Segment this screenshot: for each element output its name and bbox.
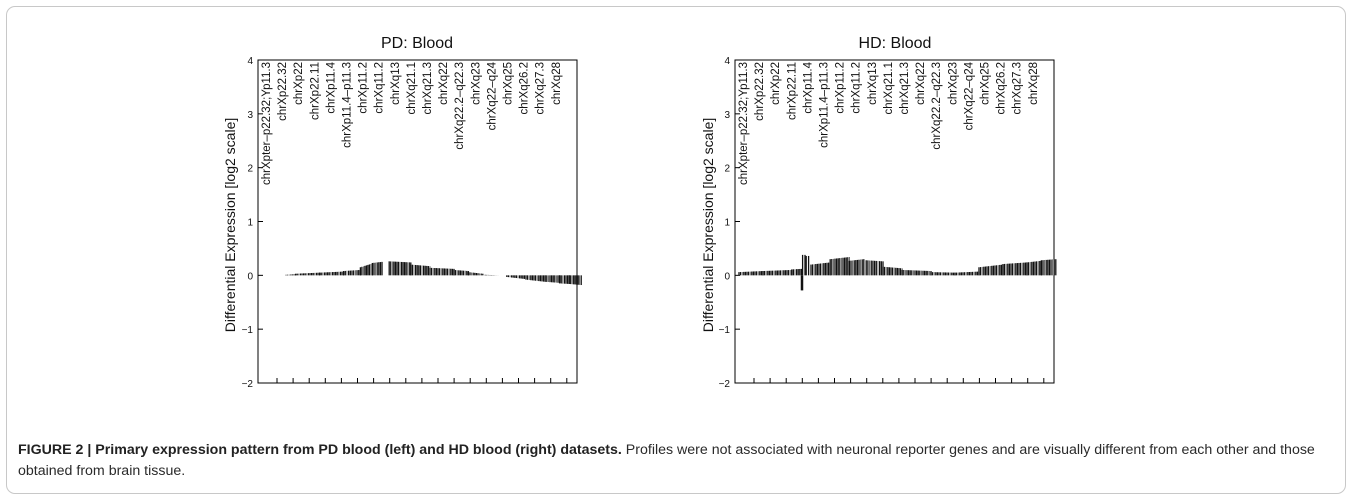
bar-segment bbox=[429, 267, 455, 276]
bar-segment bbox=[318, 271, 345, 276]
chart-title: PD: Blood bbox=[381, 35, 453, 52]
bar-segment bbox=[506, 275, 527, 280]
bar-segment bbox=[805, 255, 810, 276]
y-tick-label: 2 bbox=[247, 164, 253, 175]
y-tick-label: 0 bbox=[247, 271, 253, 282]
y-tick-label: 3 bbox=[247, 110, 253, 121]
y-tick-label: 0 bbox=[724, 271, 730, 282]
band-label: chrXq22–q24 bbox=[486, 61, 498, 130]
bar-segment bbox=[1026, 260, 1043, 276]
band-label: chrXq22 bbox=[438, 62, 450, 105]
bar-segment bbox=[865, 260, 884, 276]
bar-segment bbox=[558, 275, 570, 284]
bar-segment bbox=[738, 271, 764, 276]
y-axis-label: Differential Expression [log2 scale] bbox=[700, 118, 716, 333]
bar-segment bbox=[294, 272, 321, 276]
chart-hd-blood: HD: Blood Differential Expression [log2 … bbox=[700, 35, 1057, 390]
band-label: chrXq22.2–q22.3 bbox=[454, 62, 466, 150]
y-tick-label: 4 bbox=[724, 56, 730, 67]
bar-segment bbox=[371, 261, 383, 276]
caption-label: FIGURE 2 | Primary expression pattern fr… bbox=[18, 442, 622, 458]
y-axis-label: Differential Expression [log2 scale] bbox=[222, 118, 238, 333]
band-label: chrXp22.32 bbox=[277, 62, 289, 121]
bar-segment bbox=[848, 259, 865, 276]
band-label: chrXp11.4–p11.3 bbox=[819, 62, 831, 148]
band-label: chrXq26.2 bbox=[519, 62, 531, 114]
band-label: chrXp11.4 bbox=[325, 61, 337, 113]
band-label: chrXq13 bbox=[390, 62, 402, 105]
band-label: chrXp11.2 bbox=[358, 62, 370, 114]
bar-segment bbox=[525, 275, 546, 282]
band-label: chrXq26.2 bbox=[996, 62, 1008, 114]
band-label: chrXq27.3 bbox=[535, 62, 547, 114]
bar-segment bbox=[342, 269, 362, 276]
bar-segment bbox=[453, 269, 470, 276]
bar-segment bbox=[954, 271, 980, 276]
bar-segment bbox=[1002, 262, 1028, 276]
bar-segment bbox=[568, 275, 582, 286]
band-label: chrXq22–q24 bbox=[963, 61, 975, 130]
band-label: chrXq11.2 bbox=[851, 62, 863, 114]
bar-segment bbox=[359, 263, 374, 276]
bar-segment bbox=[410, 264, 431, 276]
band-label: chrXp22.11 bbox=[786, 62, 798, 120]
band-label: chrXq21.3 bbox=[899, 62, 911, 114]
band-label: chrXq27.3 bbox=[1012, 62, 1024, 114]
y-tick-label: 2 bbox=[724, 164, 730, 175]
y-tick-label: 1 bbox=[724, 218, 730, 229]
band-label: chrXq22.2–q22.3 bbox=[931, 62, 943, 150]
y-tick-label: −2 bbox=[719, 379, 731, 390]
band-label: chrXq23 bbox=[947, 62, 959, 105]
bar-segment bbox=[800, 275, 804, 291]
bar-segment bbox=[1040, 259, 1057, 276]
band-label: chrXq28 bbox=[551, 62, 563, 105]
bar-segment bbox=[544, 275, 561, 283]
y-tick-label: 1 bbox=[247, 218, 253, 229]
figure-charts: PD: Blood Differential Expression [log2 … bbox=[222, 35, 1057, 390]
y-tick-label: 3 bbox=[724, 110, 730, 121]
band-label: chrXq25 bbox=[980, 62, 992, 105]
bar-segment bbox=[801, 254, 806, 276]
bar-segment bbox=[285, 274, 297, 276]
band-label: chrXq21.3 bbox=[422, 62, 434, 114]
figure-frame bbox=[6, 6, 1346, 494]
bar-segment bbox=[762, 269, 793, 276]
band-label: chrXq21.1 bbox=[883, 62, 895, 114]
bar-segment bbox=[791, 268, 803, 276]
bar-segment bbox=[978, 264, 1004, 276]
band-label: chrXpter–p22.32;Yp11.3 bbox=[261, 62, 273, 185]
y-tick-label: −1 bbox=[242, 325, 254, 336]
y-tick-label: 4 bbox=[247, 56, 253, 67]
band-label: chrXq22 bbox=[915, 62, 927, 105]
band-label: chrXq11.2 bbox=[374, 62, 386, 114]
band-label: chrXq28 bbox=[1028, 62, 1040, 105]
chart-pd-blood: PD: Blood Differential Expression [log2 … bbox=[222, 35, 582, 390]
bar-segment bbox=[388, 261, 412, 276]
bar-segment bbox=[829, 257, 850, 276]
band-label: chrXq23 bbox=[470, 62, 482, 105]
band-label: chrXp22.11 bbox=[309, 62, 321, 120]
band-label: chrXp22 bbox=[293, 62, 305, 105]
figure-caption: FIGURE 2 | Primary expression pattern fr… bbox=[18, 440, 1338, 482]
bar-segment bbox=[882, 266, 903, 276]
bar-segment bbox=[484, 274, 499, 276]
band-label: chrXq13 bbox=[867, 62, 879, 105]
band-label: chrXp22 bbox=[770, 62, 782, 105]
y-tick-label: −2 bbox=[242, 379, 254, 390]
band-label: chrXp22.32 bbox=[754, 62, 766, 121]
caption-text: Profiles were not associated with neuron… bbox=[18, 442, 1315, 479]
chart-title: HD: Blood bbox=[859, 35, 932, 52]
bar-segment bbox=[901, 269, 932, 276]
bar-segment bbox=[930, 272, 956, 276]
band-label: chrXq25 bbox=[503, 62, 515, 105]
band-label: chrXp11.2 bbox=[835, 62, 847, 114]
band-label: chrXp11.4 bbox=[802, 61, 814, 113]
band-label: chrXp11.4–p11.3 bbox=[342, 62, 354, 148]
band-label: chrXpter–p22.32;Yp11.3 bbox=[738, 62, 750, 185]
y-tick-label: −1 bbox=[719, 325, 731, 336]
band-label: chrXq21.1 bbox=[406, 62, 418, 114]
bar-segment bbox=[810, 262, 831, 276]
bar-segment bbox=[467, 272, 484, 276]
